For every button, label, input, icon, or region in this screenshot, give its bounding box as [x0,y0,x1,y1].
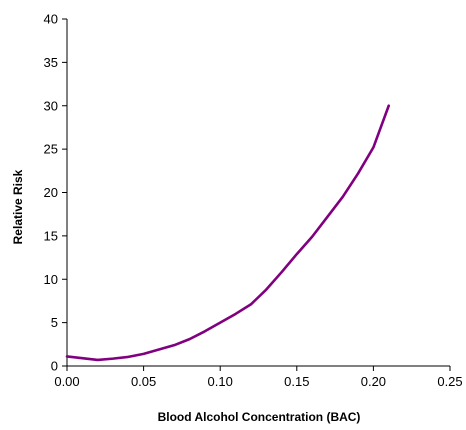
x-axis-title: Blood Alcohol Concentration (BAC) [158,410,361,424]
y-tick-label: 40 [44,12,58,27]
y-tick-label: 25 [44,142,58,157]
x-tick-label: 0.25 [437,374,462,389]
series-line [65,104,391,362]
x-tick-label: 0.20 [361,374,386,389]
y-tick-label: 15 [44,228,58,243]
y-tick-label: 5 [51,315,58,330]
x-tick-label: 0.15 [284,374,309,389]
x-tick-label: 0.10 [208,374,233,389]
y-tick-label: 0 [51,359,58,374]
axes [66,19,450,367]
tick-labels: 0 5 10 15 20 25 30 35 40 0.00 0.05 0.10 0.15 0.20 0.25 [44,12,463,390]
y-axis-title: Relative Risk [11,169,25,244]
y-tick-label: 30 [44,98,58,113]
x-tick-label: 0.05 [131,374,156,389]
y-tick-label: 20 [44,185,58,200]
y-tick-label: 10 [44,272,58,287]
y-tick-label: 35 [44,55,58,70]
series-layer [65,104,391,362]
tick-marks [62,18,451,371]
x-tick-label: 0.00 [54,374,79,389]
